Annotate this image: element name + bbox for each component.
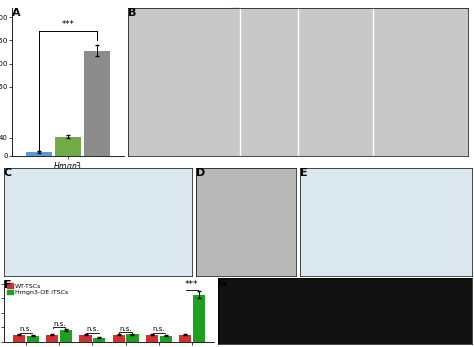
Text: F: F [4,280,11,290]
Text: n.s.: n.s. [53,321,65,327]
Text: n.s.: n.s. [119,326,132,332]
Bar [46,335,58,342]
Text: G: G [218,278,227,288]
Bar [55,137,81,156]
Bar [93,338,105,342]
Bar [146,335,158,342]
Bar [160,336,172,342]
Legend: WT-TSCs, Hmgn3-OE iTSCs: WT-TSCs, Hmgn3-OE iTSCs [7,283,68,295]
Text: B: B [128,8,137,18]
Bar [113,335,125,342]
Bar [60,330,72,342]
Text: ***: *** [185,280,199,289]
Text: n.s.: n.s. [20,327,32,332]
Bar [193,295,205,342]
Legend: WT-ESCs, Vectors, Hmgn3-OE ESCs: WT-ESCs, Vectors, Hmgn3-OE ESCs [234,8,289,26]
Bar [80,335,91,342]
Text: D: D [196,168,205,178]
Bar [27,336,39,342]
Bar [26,152,52,156]
Bar [13,335,25,342]
Text: n.s.: n.s. [86,326,99,332]
Text: A: A [12,8,21,18]
Text: n.s.: n.s. [153,327,165,332]
Bar [84,51,110,156]
Text: E: E [300,168,308,178]
Text: ***: *** [62,20,74,29]
Bar [127,335,138,342]
Text: C: C [4,168,12,178]
Bar [179,335,191,342]
